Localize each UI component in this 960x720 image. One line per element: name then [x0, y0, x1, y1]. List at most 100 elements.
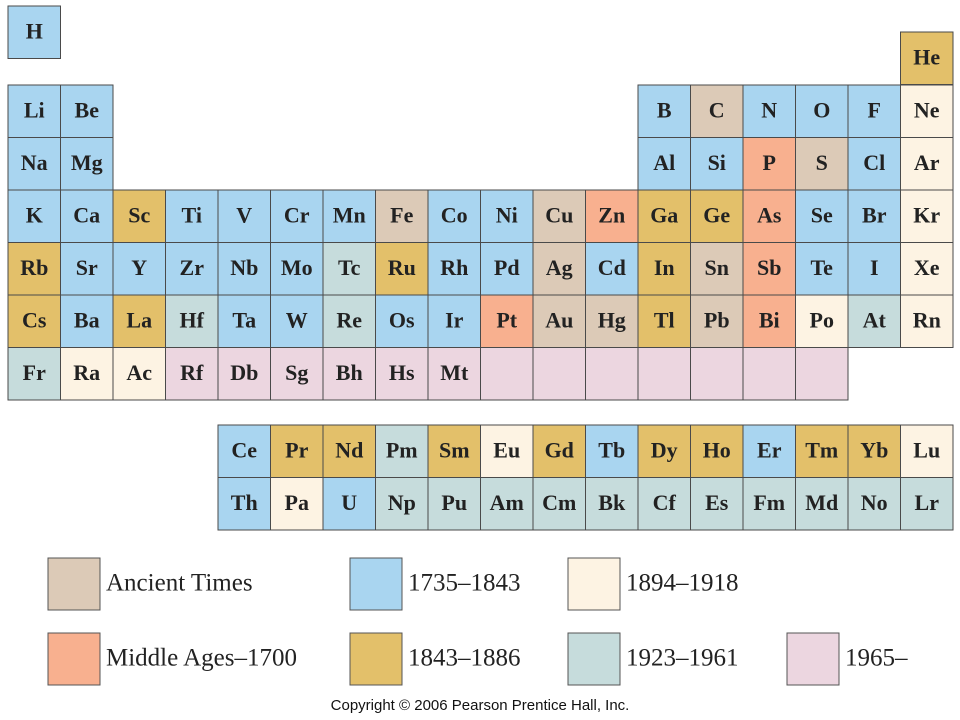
element-cell: [532, 347, 586, 401]
element-cell: [637, 294, 691, 348]
element-symbol: Sb: [757, 255, 781, 280]
element-symbol: Fm: [753, 490, 785, 515]
element-cell: [112, 189, 166, 243]
element-cell: [165, 347, 219, 401]
element-symbol: Pu: [441, 490, 467, 515]
element-symbol: I: [870, 255, 879, 280]
element-cell: [900, 31, 954, 85]
element-cell: [795, 84, 849, 138]
element-cell: [690, 137, 744, 191]
element-symbol: Yb: [860, 437, 888, 462]
legend-label: 1843–1886: [408, 645, 521, 672]
element-cell: [795, 477, 849, 531]
element-symbol: Mg: [71, 150, 103, 175]
element-cell: [532, 189, 586, 243]
copyright: Copyright © 2006 Pearson Prentice Hall, …: [331, 697, 630, 714]
element-cell: [690, 242, 744, 296]
element-cell: [165, 189, 219, 243]
element-symbol: Os: [389, 307, 415, 332]
element-symbol: Pd: [494, 255, 520, 280]
element-cell: [112, 242, 166, 296]
element-symbol: Np: [388, 490, 416, 515]
element-symbol: Ra: [73, 360, 100, 385]
element-cell: [637, 242, 691, 296]
element-cell: [900, 477, 954, 531]
element-cell: [217, 347, 271, 401]
legend-label: 1965–: [845, 645, 908, 672]
element-symbol: Se: [811, 202, 833, 227]
element-cell: [60, 189, 114, 243]
element-cell: [322, 424, 376, 478]
element-cell: [7, 242, 61, 296]
element-symbol: Rb: [20, 255, 48, 280]
element-cell: [60, 294, 114, 348]
element-cell: [532, 477, 586, 531]
element-symbol: Te: [811, 255, 834, 280]
legend-label: 1735–1843: [408, 570, 521, 597]
element-symbol: Ne: [914, 97, 940, 122]
element-symbol: Nd: [335, 437, 363, 462]
element-symbol: Ni: [496, 202, 518, 227]
element-symbol: Cd: [598, 255, 626, 280]
element-symbol: Tc: [338, 255, 361, 280]
element-symbol: Xe: [914, 255, 940, 280]
element-symbol: Bi: [759, 307, 780, 332]
element-cell: [270, 477, 324, 531]
element-cell: [322, 477, 376, 531]
element-cell: [637, 347, 691, 401]
element-symbol: Ho: [703, 437, 731, 462]
element-cell: [900, 294, 954, 348]
legend-swatch: [47, 632, 101, 686]
element-symbol: K: [26, 202, 43, 227]
element-cell: [60, 137, 114, 191]
element-cell: [900, 424, 954, 478]
legend-label: 1923–1961: [626, 645, 739, 672]
element-cell: [322, 242, 376, 296]
element-symbol: V: [236, 202, 252, 227]
element-symbol: Ba: [74, 307, 100, 332]
element-cell: [795, 347, 849, 401]
element-symbol: Ru: [388, 255, 416, 280]
element-symbol: Po: [810, 307, 834, 332]
element-symbol: Pm: [386, 437, 418, 462]
element-cell: [690, 347, 744, 401]
element-symbol: Mn: [333, 202, 366, 227]
element-cell: [637, 189, 691, 243]
element-cell: [585, 242, 639, 296]
element-symbol: Ag: [546, 255, 573, 280]
element-cell: [427, 477, 481, 531]
element-cell: [585, 477, 639, 531]
element-cell: [480, 242, 534, 296]
element-symbol: Sc: [128, 202, 150, 227]
element-cell: [532, 242, 586, 296]
legend-swatch: [786, 632, 840, 686]
element-cell: [742, 347, 796, 401]
element-cell: [427, 347, 481, 401]
element-symbol: Bh: [336, 360, 363, 385]
element-symbol: Rh: [440, 255, 468, 280]
element-symbol: Be: [75, 97, 100, 122]
legend-label: Middle Ages–1700: [106, 645, 297, 672]
element-symbol: Fe: [390, 202, 413, 227]
element-symbol: S: [816, 150, 828, 175]
element-cell: [270, 424, 324, 478]
element-cell: [900, 137, 954, 191]
element-symbol: He: [913, 44, 940, 69]
element-symbol: Br: [862, 202, 887, 227]
element-symbol: Tl: [654, 307, 675, 332]
element-cell: [742, 242, 796, 296]
element-symbol: Cu: [545, 202, 573, 227]
element-symbol: Nb: [230, 255, 258, 280]
element-symbol: Ac: [126, 360, 152, 385]
element-symbol: Md: [805, 490, 838, 515]
element-symbol: Li: [24, 97, 45, 122]
element-symbol: Mo: [281, 255, 313, 280]
element-symbol: H: [26, 18, 43, 43]
element-symbol: F: [868, 97, 881, 122]
element-symbol: Ar: [914, 150, 940, 175]
element-cell: [322, 294, 376, 348]
element-cell: [690, 477, 744, 531]
element-cell: [900, 84, 954, 138]
element-cell: [322, 347, 376, 401]
element-symbol: Cs: [22, 307, 47, 332]
